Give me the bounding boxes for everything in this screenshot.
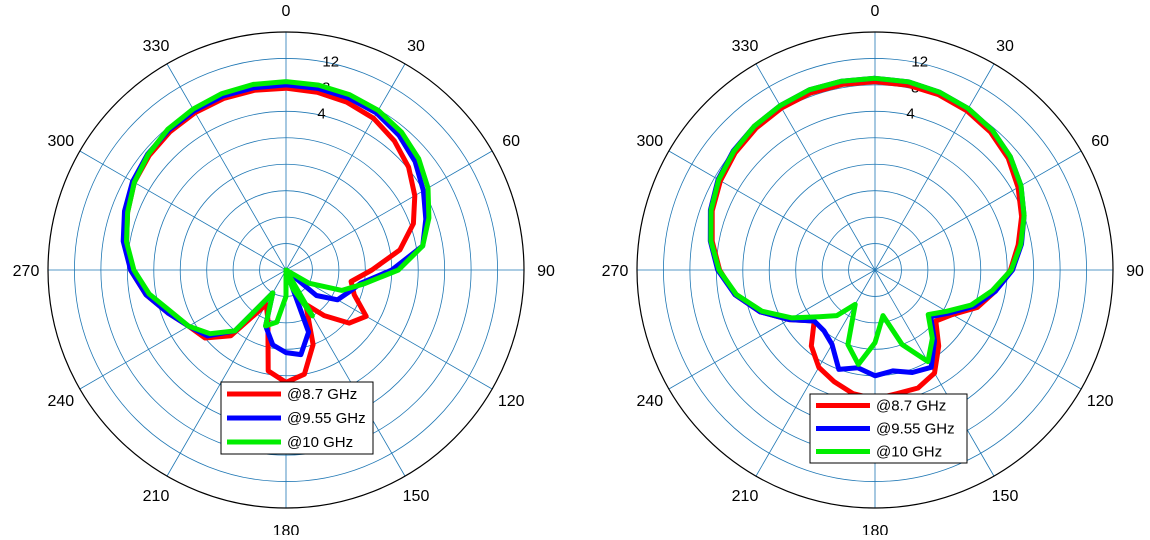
angle-label-90: 90 [537,263,555,280]
outer-ring [636,31,1114,509]
angle-label-240: 240 [636,393,663,410]
legend: @8.7 GHz @9.55 GHz @10 GHz [220,381,374,455]
angle-label-300: 300 [47,133,74,150]
spoke-240 [668,269,876,390]
ring--8 [206,190,366,350]
angle-label-120: 120 [498,393,525,410]
spoke-60 [874,150,1082,271]
ring--12 [821,216,929,324]
angle-label-300: 300 [636,133,663,150]
series-line-2 [708,75,1027,367]
angle-label-120: 120 [1087,393,1114,410]
angle-label-90: 90 [1126,263,1144,280]
angle-label-270: 270 [13,263,40,280]
angle-label-270: 270 [602,263,629,280]
polar-chart-right: 03060901201501802102402703003304812@8.7 … [602,3,1144,540]
legend-label-1: @9.55 GHz [876,421,955,438]
spoke-60 [285,150,493,271]
angle-label-30: 30 [407,38,425,55]
legend: @8.7 GHz @9.55 GHz @10 GHz [809,393,968,464]
ring-12 [663,58,1087,482]
angle-label-180: 180 [273,523,300,535]
angle-label-330: 330 [143,38,170,55]
angle-label-150: 150 [403,488,430,505]
angle-label-210: 210 [732,488,759,505]
angle-label-0: 0 [282,3,291,20]
ring--8 [795,190,955,350]
spoke-330 [755,63,876,271]
spoke-240 [79,269,287,390]
series-line-2 [124,79,432,337]
legend-label-2: @10 GHz [876,444,942,461]
ring-8 [100,84,472,456]
spoke-330 [166,63,287,271]
r-label-12: 12 [322,54,339,71]
spoke-300 [79,150,287,271]
legend-label-0: @8.7 GHz [287,386,357,403]
r-label-12: 12 [911,54,928,71]
outer-ring [47,31,525,509]
ring--16 [848,243,902,297]
angle-label-180: 180 [862,523,889,535]
r-label-4: 4 [317,106,325,123]
legend-label-2: @10 GHz [287,434,353,451]
legend-label-1: @9.55 GHz [287,410,366,427]
angle-label-60: 60 [502,133,520,150]
polar-chart-left: 03060901201501802102402703003304812@8.7 … [13,3,555,540]
ring-12 [74,58,498,482]
spoke-120 [285,269,493,390]
r-label-4: 4 [906,106,914,123]
angle-label-0: 0 [871,3,880,20]
spoke-300 [668,150,876,271]
spoke-30 [285,63,406,271]
angle-label-330: 330 [732,38,759,55]
angle-label-150: 150 [992,488,1019,505]
spoke-120 [874,269,1082,390]
angle-label-240: 240 [47,393,74,410]
spoke-30 [874,63,995,271]
angle-label-60: 60 [1091,133,1109,150]
angle-label-210: 210 [143,488,170,505]
legend-label-0: @8.7 GHz [876,398,946,415]
angle-label-30: 30 [996,38,1014,55]
ring--12 [232,216,340,324]
